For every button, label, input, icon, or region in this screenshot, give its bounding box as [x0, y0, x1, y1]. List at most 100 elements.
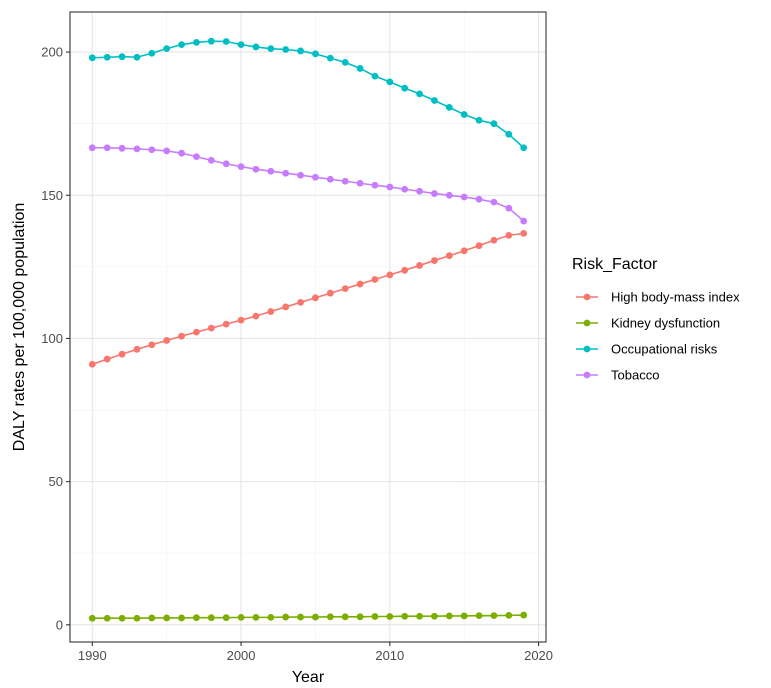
data-point: [356, 65, 364, 72]
data-point: [148, 146, 156, 154]
data-point: [445, 191, 453, 199]
data-point: [445, 252, 453, 260]
legend-label: Occupational risks: [611, 342, 718, 357]
legend-label: Kidney dysfunction: [611, 316, 720, 331]
data-point: [163, 45, 171, 53]
data-point: [297, 298, 304, 306]
data-point: [282, 303, 290, 311]
data-point: [416, 612, 423, 620]
x-tick-label: 1990: [78, 648, 107, 663]
data-point: [88, 360, 96, 368]
data-point: [267, 167, 275, 175]
data-point: [148, 49, 156, 57]
data-point: [207, 324, 215, 332]
data-point: [341, 177, 349, 185]
major-gridlines: [70, 12, 546, 642]
data-point: [445, 103, 453, 111]
data-point: [341, 59, 349, 66]
data-point: [133, 53, 141, 61]
data-point: [178, 149, 185, 157]
data-point: [103, 144, 111, 152]
x-tick-label: 2010: [375, 648, 404, 663]
data-point: [237, 613, 245, 621]
data-point: [237, 163, 245, 171]
data-point: [416, 90, 423, 98]
data-point: [207, 37, 215, 45]
data-point: [371, 72, 379, 80]
x-tick-label: 2020: [524, 648, 553, 663]
legend-label: High body-mass index: [611, 290, 740, 305]
data-point: [475, 612, 483, 620]
data-point: [88, 54, 96, 62]
data-point: [326, 54, 334, 62]
data-point: [222, 160, 230, 168]
data-point: [431, 190, 438, 197]
data-point: [401, 266, 409, 274]
legend: Risk_Factor High body-mass index Kidney d…: [572, 256, 740, 383]
data-point: [207, 156, 215, 164]
data-point: [282, 613, 290, 621]
data-point: [341, 613, 349, 621]
legend-title: Risk_Factor: [572, 256, 658, 273]
x-axis: 1990 2000 2010 2020: [78, 642, 553, 663]
x-tick-label: 2000: [227, 648, 256, 663]
data-point: [371, 613, 379, 620]
data-point: [505, 204, 513, 212]
data-point: [163, 147, 171, 155]
data-point: [193, 38, 200, 46]
data-point: [520, 144, 528, 152]
data-point: [401, 612, 409, 620]
data-point: [475, 242, 483, 250]
series-kidney-dysfunction: [88, 611, 528, 622]
series-layer: [88, 37, 528, 622]
series-tobacco: [88, 144, 528, 225]
legend-label: Tobacco: [611, 368, 659, 383]
data-point: [371, 181, 379, 189]
data-point: [475, 195, 483, 203]
data-point: [118, 614, 126, 622]
y-axis: 0 50 100 150 200: [41, 45, 70, 632]
data-point: [222, 614, 230, 622]
data-point: [222, 320, 230, 328]
data-point: [490, 236, 498, 244]
data-point: [505, 611, 513, 619]
data-point: [460, 247, 468, 255]
series-occupational-risks: [88, 37, 528, 152]
x-axis-title: Year: [292, 669, 325, 686]
data-point: [386, 613, 394, 620]
data-point: [445, 612, 453, 620]
legend-key-point: [583, 371, 591, 379]
data-point: [252, 165, 260, 173]
data-point: [148, 341, 156, 349]
data-point: [118, 350, 126, 358]
data-point: [103, 614, 111, 622]
data-point: [416, 187, 423, 195]
data-point: [163, 614, 171, 622]
y-tick-label: 100: [41, 331, 63, 346]
data-point: [252, 43, 260, 51]
data-point: [341, 285, 349, 293]
data-point: [431, 97, 438, 104]
data-point: [282, 169, 290, 177]
legend-item: High body-mass index: [576, 290, 740, 305]
data-point: [356, 613, 364, 621]
data-point: [326, 289, 334, 297]
data-point: [267, 613, 275, 621]
data-point: [386, 78, 394, 86]
data-point: [505, 231, 513, 239]
data-point: [460, 612, 468, 620]
y-tick-label: 50: [49, 474, 63, 489]
data-point: [178, 332, 185, 340]
data-point: [431, 257, 438, 264]
data-point: [237, 41, 245, 49]
data-point: [520, 217, 528, 225]
y-axis-title: DALY rates per 100,000 population: [11, 203, 28, 451]
data-point: [267, 45, 275, 53]
data-point: [520, 229, 528, 237]
data-point: [475, 116, 483, 124]
data-point: [133, 145, 141, 153]
panel-border: [69, 11, 547, 643]
data-point: [490, 612, 498, 620]
data-point: [356, 179, 364, 187]
